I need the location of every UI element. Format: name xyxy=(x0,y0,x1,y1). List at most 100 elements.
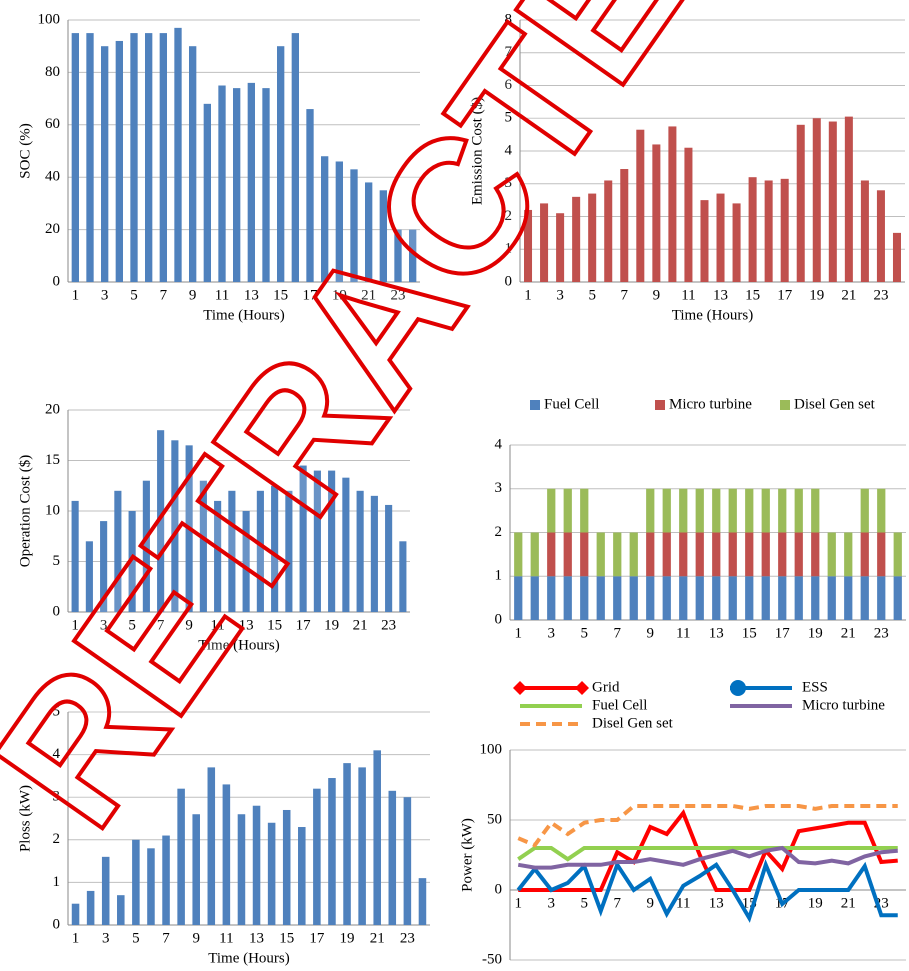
legend-label: Fuel Cell xyxy=(544,396,599,412)
bar xyxy=(242,511,250,612)
x-tick-label: 7 xyxy=(162,930,170,946)
x-tick-label: 1 xyxy=(515,625,523,641)
bar xyxy=(748,177,757,282)
x-tick-label: 7 xyxy=(621,287,629,303)
legend-label: Grid xyxy=(592,679,620,695)
bar xyxy=(147,848,155,925)
line xyxy=(517,846,898,862)
x-tick-label: 21 xyxy=(841,895,856,911)
bar xyxy=(588,193,597,282)
x-tick-label: 3 xyxy=(548,895,556,911)
y-tick-label: 3 xyxy=(495,480,503,496)
x-tick-label: 1 xyxy=(515,895,523,911)
y-tick-label: 10 xyxy=(45,502,60,518)
bar xyxy=(365,182,373,282)
x-tick-label: 23 xyxy=(391,287,406,303)
x-tick-label: 7 xyxy=(160,287,168,303)
bar-segment xyxy=(745,576,754,620)
legend-swatch xyxy=(780,400,790,410)
bar-segment xyxy=(646,576,655,620)
y-tick-label: 5 xyxy=(53,703,61,719)
y-tick-label: 6 xyxy=(505,77,513,93)
bar xyxy=(540,203,549,282)
x-tick-label: 9 xyxy=(653,287,661,303)
x-tick-label: 23 xyxy=(873,287,888,303)
bar xyxy=(394,229,402,282)
bar xyxy=(328,470,336,612)
bar-segment xyxy=(646,532,655,577)
bar-segment xyxy=(794,488,803,533)
bar xyxy=(335,161,343,282)
bar-segment xyxy=(629,576,638,620)
bar xyxy=(100,521,108,612)
bar-segment xyxy=(563,532,572,577)
y-tick-label: 20 xyxy=(45,221,60,237)
bar-segment xyxy=(514,576,523,620)
x-tick-label: 19 xyxy=(808,625,823,641)
x-tick-label: 21 xyxy=(353,617,368,633)
bar xyxy=(796,124,805,282)
bar xyxy=(385,504,393,612)
y-tick-label: 2 xyxy=(495,524,503,540)
x-tick-label: 19 xyxy=(808,895,823,911)
bar xyxy=(668,126,677,282)
x-tick-label: 3 xyxy=(101,287,109,303)
x-axis-label: Time (Hours) xyxy=(198,637,280,653)
bar-segment xyxy=(662,576,671,620)
y-tick-label: 2 xyxy=(505,208,513,224)
bar xyxy=(86,890,95,925)
bar xyxy=(86,33,94,282)
bar xyxy=(892,232,901,282)
y-tick-label: 50 xyxy=(487,811,502,827)
bar-segment xyxy=(811,576,820,620)
y-tick-label: 80 xyxy=(45,64,60,80)
bar xyxy=(157,430,165,612)
x-tick-label: 15 xyxy=(742,625,757,641)
bar xyxy=(159,33,167,282)
bar-segment xyxy=(563,576,572,620)
x-tick-label: 17 xyxy=(303,287,319,303)
bar xyxy=(228,490,236,612)
y-tick-label: 1 xyxy=(505,241,513,257)
bar xyxy=(370,495,378,612)
x-tick-label: 23 xyxy=(381,617,396,633)
y-tick-label: 5 xyxy=(505,110,513,126)
y-tick-label: 60 xyxy=(45,116,60,132)
x-tick-label: 5 xyxy=(130,287,138,303)
bar-segment xyxy=(860,576,869,620)
bar xyxy=(142,480,150,612)
x-tick-label: 9 xyxy=(192,930,200,946)
bar xyxy=(388,790,397,925)
bar-segment xyxy=(860,488,869,533)
bar-segment xyxy=(844,532,853,577)
bar-segment xyxy=(827,532,836,577)
bar-segment xyxy=(877,488,886,533)
x-tick-label: 7 xyxy=(614,895,622,911)
bar-segment xyxy=(530,576,539,620)
bar-segment xyxy=(728,532,737,577)
bar xyxy=(162,835,170,925)
bar-segment xyxy=(761,532,770,577)
x-axis-label: Time (Hours) xyxy=(203,307,285,323)
legend-swatch xyxy=(655,400,665,410)
bar-segment xyxy=(811,532,820,577)
bar xyxy=(358,767,366,925)
x-tick-label: 3 xyxy=(548,625,556,641)
bar-segment xyxy=(596,532,605,577)
bar xyxy=(71,500,79,612)
bar xyxy=(313,470,321,612)
x-tick-label: 11 xyxy=(219,930,233,946)
bar xyxy=(350,169,358,282)
bar xyxy=(328,778,336,925)
bar-segment xyxy=(547,532,556,577)
bar-segment xyxy=(580,532,589,577)
bar xyxy=(652,144,661,282)
bar xyxy=(572,196,581,282)
bar xyxy=(700,200,709,282)
y-tick-label: 0 xyxy=(53,603,61,619)
bar-segment xyxy=(745,488,754,533)
bar xyxy=(115,40,123,283)
